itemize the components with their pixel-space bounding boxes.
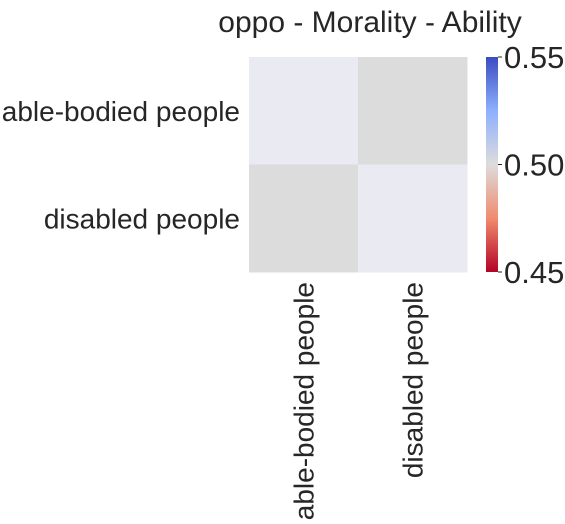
heatmap-cell-r0-c1	[358, 57, 468, 165]
y-tick-label: able-bodied people	[2, 96, 240, 127]
colorbar-tick-label: 0.45	[504, 255, 564, 290]
colorbar-tick-label: 0.50	[504, 148, 564, 183]
chart-title: oppo - Morality - Ability	[218, 6, 521, 39]
colorbar-ticks: 0.45 0.50 0.55	[498, 40, 564, 290]
y-axis-tick-labels: able-bodied people disabled people	[2, 96, 240, 235]
heatmap-cell-r0-c0	[249, 57, 359, 165]
heatmap-cell-r1-c0	[249, 164, 359, 273]
colorbar-tick-label: 0.55	[504, 40, 564, 75]
colorbar	[486, 57, 498, 272]
x-axis-tick-labels: able-bodied people disabled people	[289, 282, 429, 520]
y-tick-label: disabled people	[44, 203, 240, 234]
x-tick-label: disabled people	[398, 282, 429, 478]
x-tick-label: able-bodied people	[289, 282, 320, 520]
heatmap-cells	[249, 57, 468, 273]
heatmap-cell-r1-c1	[358, 164, 468, 273]
